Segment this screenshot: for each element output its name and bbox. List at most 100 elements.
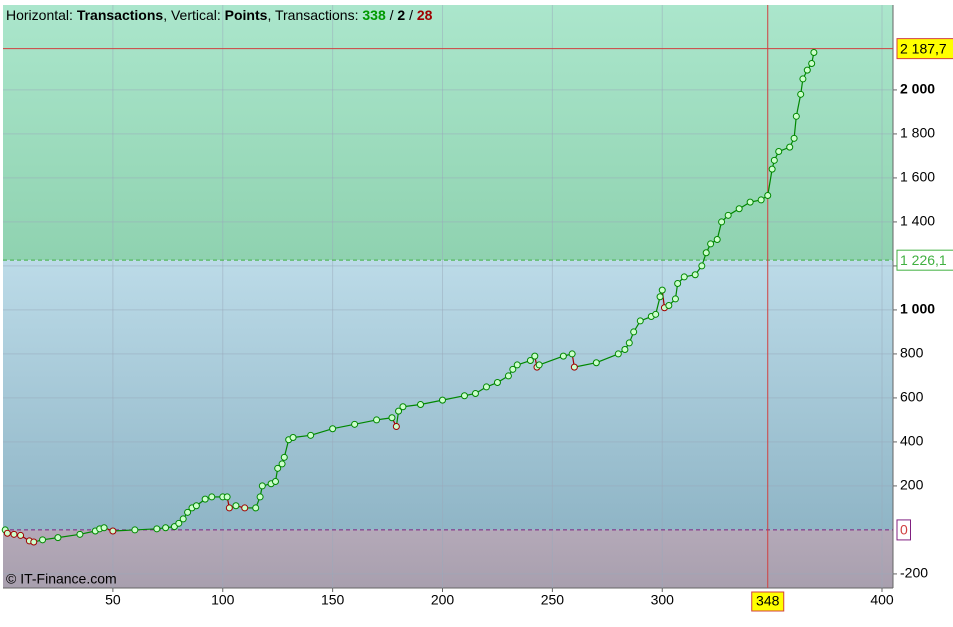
header-part: / — [386, 7, 398, 23]
trade-point — [790, 134, 798, 142]
trade-point — [30, 538, 38, 546]
trade-point — [768, 165, 776, 173]
equity-segment — [442, 395, 465, 401]
trade-point — [559, 352, 567, 360]
trade-point — [509, 365, 517, 373]
trade-point — [192, 502, 200, 510]
equity-segment — [538, 355, 564, 366]
trade-point — [175, 519, 183, 527]
trade-point — [271, 478, 279, 486]
header-part: , Transactions: — [267, 7, 362, 23]
trade-point — [671, 295, 679, 303]
trade-point — [399, 403, 407, 411]
zone-upper — [3, 5, 893, 261]
trade-point — [707, 240, 715, 248]
trade-point — [280, 453, 288, 461]
trade-point — [652, 310, 660, 318]
equity-segment — [112, 529, 135, 532]
equity-segment — [310, 428, 333, 436]
trade-point — [513, 361, 521, 369]
x-tick-label: 400 — [870, 592, 894, 608]
trade-point — [792, 112, 800, 120]
header-part: , Vertical: — [163, 7, 224, 23]
trade-point — [810, 49, 818, 57]
header-part: 2 — [397, 7, 405, 23]
trade-point — [570, 363, 578, 371]
trade-point — [592, 359, 600, 367]
trade-point — [184, 508, 192, 516]
trade-point — [680, 273, 688, 281]
trade-point — [799, 75, 807, 83]
watermark: © IT-Finance.com — [6, 571, 117, 587]
trade-point — [482, 383, 490, 391]
trade-point — [10, 530, 18, 538]
trade-point — [258, 482, 266, 490]
reference-box — [896, 38, 953, 60]
y-tick-label: 2 000 — [900, 81, 935, 97]
trade-point — [735, 205, 743, 213]
trade-point — [395, 407, 403, 415]
trade-point — [241, 504, 249, 512]
trade-point — [278, 460, 286, 468]
trade-point — [797, 90, 805, 98]
reference-box — [896, 519, 911, 541]
trade-point — [225, 504, 233, 512]
header: Horizontal: Transactions, Vertical: Poin… — [6, 7, 433, 23]
trade-point — [471, 390, 479, 398]
trade-point — [691, 271, 699, 279]
x-tick-label: 300 — [651, 592, 675, 608]
trade-point — [329, 425, 337, 433]
trade-point — [504, 372, 512, 380]
reference-box — [896, 249, 953, 271]
trade-point — [392, 423, 400, 431]
overlay: 2 187,7 1 226,1 0 348 — [751, 38, 953, 612]
trade-point — [625, 339, 633, 347]
trade-point — [256, 493, 264, 501]
equity-segment — [354, 419, 377, 425]
trade-point — [76, 530, 84, 538]
trade-point — [568, 350, 576, 358]
reference-label: 2 187,7 — [900, 40, 947, 56]
trade-point — [131, 526, 139, 534]
trade-point — [439, 396, 447, 404]
trade-point — [3, 529, 11, 537]
trade-point — [656, 293, 664, 301]
trade-point — [208, 493, 216, 501]
header-part: 338 — [362, 7, 386, 23]
equity-segment — [795, 94, 802, 117]
trade-point — [531, 352, 539, 360]
y-tick-label: 400 — [900, 433, 924, 449]
trade-point — [100, 524, 108, 532]
y-tick-label: 1 800 — [900, 125, 935, 141]
header-part: / — [405, 7, 417, 23]
trade-point — [636, 317, 644, 325]
trade-point — [702, 249, 710, 257]
trade-point — [535, 361, 543, 369]
y-tick-label: 1 000 — [900, 301, 935, 317]
trade-point — [674, 280, 682, 288]
header-part: Transactions — [77, 7, 164, 23]
x-tick-label: 200 — [431, 592, 455, 608]
trade-point — [289, 434, 297, 442]
trade-point — [373, 416, 381, 424]
reference-label: 1 226,1 — [900, 252, 947, 268]
y-tick-label: 200 — [900, 477, 924, 493]
x-tick-label: 100 — [211, 592, 235, 608]
trade-point — [724, 211, 732, 219]
x-tick-label: 50 — [105, 592, 121, 608]
equity-segment — [332, 423, 355, 430]
trade-point — [803, 66, 811, 74]
zone-lower — [3, 529, 893, 588]
trade-point — [713, 236, 721, 244]
trade-point — [658, 286, 666, 294]
x-tick-label: 150 — [321, 592, 345, 608]
trade-point — [770, 156, 778, 164]
trade-point — [232, 502, 240, 510]
trade-point — [109, 527, 117, 535]
equity-segment — [420, 399, 443, 406]
trade-point — [223, 493, 231, 501]
trade-point — [388, 414, 396, 422]
cursor-box — [751, 591, 785, 612]
